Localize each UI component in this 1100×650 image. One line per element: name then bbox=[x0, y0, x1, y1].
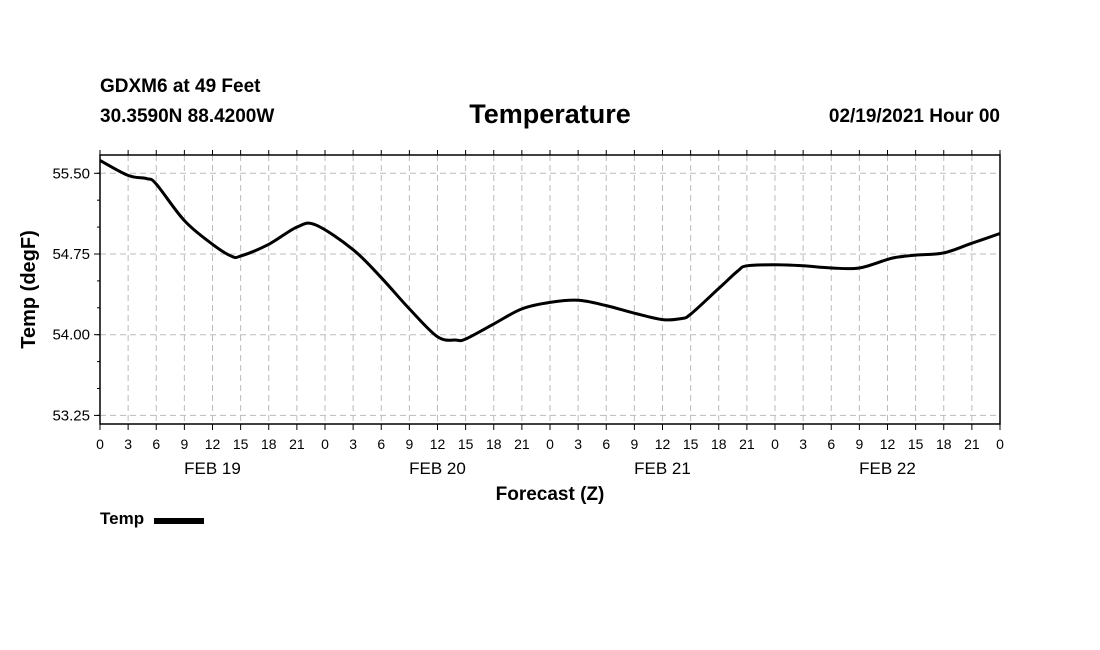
plot-frame bbox=[99, 154, 1001, 425]
x-tick-label: 9 bbox=[855, 436, 863, 452]
x-tick-label: 6 bbox=[152, 436, 160, 452]
x-tick-label: 3 bbox=[799, 436, 807, 452]
y-axis-label: Temp (degF) bbox=[18, 230, 40, 349]
coordinates-label: 30.3590N 88.4200W bbox=[100, 106, 275, 127]
grid bbox=[100, 155, 1000, 424]
x-tick-label: 9 bbox=[405, 436, 413, 452]
x-tick-label: 12 bbox=[655, 436, 671, 452]
x-tick-label: 15 bbox=[908, 436, 924, 452]
x-tick-label: 0 bbox=[771, 436, 779, 452]
x-tick-label: 6 bbox=[827, 436, 835, 452]
y-tick-label: 53.25 bbox=[52, 407, 90, 424]
y-tick-label: 54.75 bbox=[52, 246, 90, 263]
x-tick-label: 15 bbox=[458, 436, 474, 452]
y-tick-label: 55.50 bbox=[52, 165, 90, 182]
x-axis-label: Forecast (Z) bbox=[496, 484, 605, 505]
x-tick-label: 18 bbox=[261, 436, 277, 452]
date-label: FEB 19 bbox=[184, 459, 241, 478]
legend-label: Temp bbox=[100, 509, 145, 528]
x-tick-label: 0 bbox=[321, 436, 329, 452]
x-tick-label: 3 bbox=[124, 436, 132, 452]
series-layer bbox=[99, 159, 1001, 343]
x-tick-label: 9 bbox=[630, 436, 638, 452]
datetime-label: 02/19/2021 Hour 00 bbox=[828, 106, 1000, 127]
date-label: FEB 22 bbox=[859, 459, 916, 478]
x-tick-label: 21 bbox=[964, 436, 980, 452]
x-tick-label: 18 bbox=[936, 436, 952, 452]
x-tick-label: 18 bbox=[486, 436, 502, 452]
x-tick-label: 18 bbox=[711, 436, 727, 452]
date-label: FEB 20 bbox=[409, 459, 466, 478]
legend: Temp bbox=[100, 509, 205, 529]
y-axis: 53.25 54.00 54.75 55.50 bbox=[52, 165, 100, 424]
x-tick-label: 0 bbox=[96, 436, 104, 452]
x-tick-label: 15 bbox=[683, 436, 699, 452]
x-tick-label: 15 bbox=[233, 436, 249, 452]
series-line-temp bbox=[99, 159, 1001, 343]
x-tick-label: 21 bbox=[514, 436, 530, 452]
x-tick-label: 6 bbox=[377, 436, 385, 452]
station-label: GDXM6 at 49 Feet bbox=[100, 76, 261, 97]
x-tick-label: 0 bbox=[996, 436, 1004, 452]
x-tick-label: 12 bbox=[430, 436, 446, 452]
legend-swatch bbox=[154, 517, 205, 524]
x-tick-label: 6 bbox=[602, 436, 610, 452]
x-tick-label: 9 bbox=[180, 436, 188, 452]
chart-title: Temperature bbox=[469, 99, 631, 129]
date-label: FEB 21 bbox=[634, 459, 691, 478]
x-tick-label: 12 bbox=[880, 436, 896, 452]
x-axis: 0 3 6 9 12 15 18 21 0 3 6 9 12 15 18 21 0 3 6 9 12 15 18 21 0 3 6 9… bbox=[96, 150, 1004, 478]
x-tick-label: 0 bbox=[546, 436, 554, 452]
y-tick-label: 54.00 bbox=[52, 327, 90, 344]
x-tick-label: 3 bbox=[349, 436, 357, 452]
x-tick-label: 12 bbox=[205, 436, 221, 452]
x-tick-label: 21 bbox=[289, 436, 305, 452]
x-tick-label: 21 bbox=[739, 436, 755, 452]
x-tick-label: 3 bbox=[574, 436, 582, 452]
